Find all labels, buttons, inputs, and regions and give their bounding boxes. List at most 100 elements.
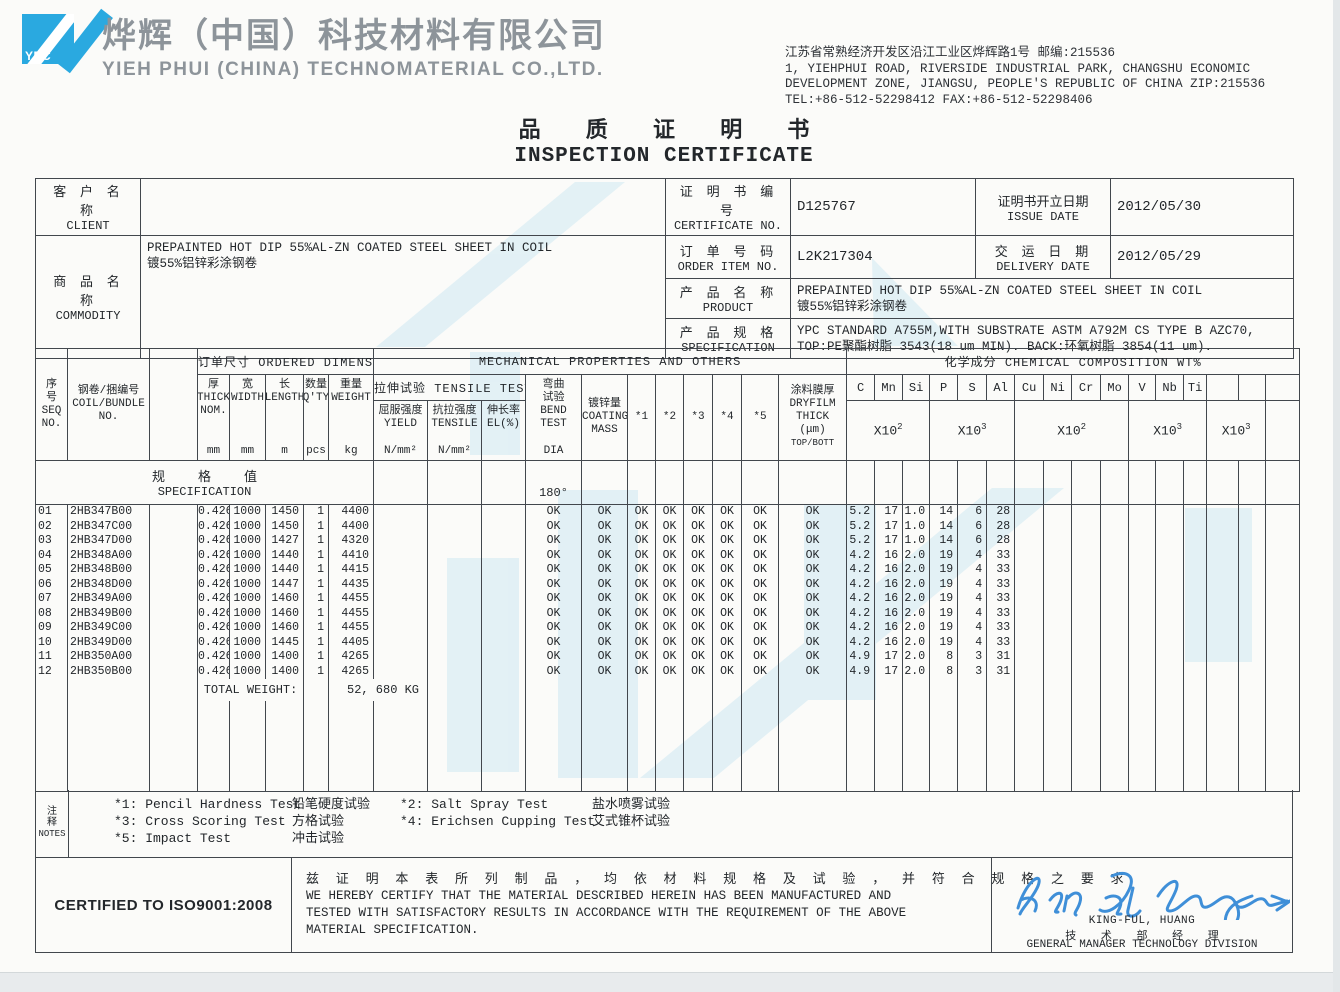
cell: 4: [957, 577, 988, 592]
empty-cell: [149, 548, 198, 563]
empty-cell: [1155, 650, 1185, 665]
cell: 4: [957, 606, 988, 621]
cell: OK: [777, 635, 848, 650]
empty-cell: [35, 701, 68, 791]
cell: OK: [777, 534, 848, 549]
certify-statement-en-2: TESTED WITH SATISFACTORY RESULTS IN ACCO…: [306, 906, 907, 920]
cell: 1.0: [902, 534, 931, 549]
cell: OK: [525, 563, 582, 578]
cell: 1000: [229, 592, 266, 607]
empty-cell: [1100, 664, 1130, 679]
cell: 1: [303, 519, 329, 534]
empty-cell: [373, 519, 428, 534]
empty-cell: [1265, 650, 1301, 665]
cell: 16: [874, 606, 904, 621]
cell: OK: [712, 504, 742, 520]
empty-cell: [1183, 621, 1208, 636]
empty-cell: [1100, 635, 1130, 650]
cell: 2HB347C00: [67, 519, 150, 534]
cell: OK: [712, 563, 742, 578]
empty-cell: [149, 504, 198, 520]
cell: 4415: [328, 563, 374, 578]
empty-cell: [1206, 577, 1240, 592]
cell: OK: [525, 635, 582, 650]
cell: 1400: [265, 650, 304, 665]
x10-group-5: X103: [1206, 400, 1267, 461]
empty-cell: [902, 701, 931, 791]
cell: OK: [581, 635, 628, 650]
cell: OK: [627, 592, 656, 607]
empty-cell: [149, 577, 198, 592]
cell: 1000: [229, 650, 266, 665]
cell: 6: [957, 519, 988, 534]
empty-cell: [373, 621, 428, 636]
star1-header: *1: [627, 374, 656, 461]
element-header-cr: Cr: [1071, 374, 1102, 401]
coil-rows: 01 2HB347B00 0.426 1000 1450 1 4400 OK OK OK OK OK O…: [35, 504, 1301, 679]
empty-cell: [149, 621, 198, 636]
total-weight-label: TOTAL WEIGHT:: [197, 679, 304, 701]
seq-no-header: 序 号 SEQ NO.: [35, 348, 68, 461]
cell: OK: [525, 592, 582, 607]
product-value: PREPAINTED HOT DIP 55%AL-ZN COATED STEEL…: [790, 278, 1294, 319]
cell: 1000: [229, 664, 266, 679]
empty-cell: [427, 504, 482, 520]
empty-cell: [1071, 548, 1102, 563]
cell: 2.0: [902, 563, 931, 578]
cell: OK: [655, 519, 684, 534]
note-4-cn: 艾式锥杯试验: [592, 814, 671, 829]
coating-mass-header: 镀锌量 COATING MASS: [581, 374, 628, 461]
empty-cell: [1155, 548, 1185, 563]
empty-cell: [741, 701, 779, 791]
empty-cell: [1043, 519, 1073, 534]
cell: 4: [957, 548, 988, 563]
cell: 0.426: [197, 563, 230, 578]
commodity-label: 商 品 名 称 COMMODITY: [35, 235, 141, 359]
cell: OK: [627, 664, 656, 679]
empty-cell: [1265, 621, 1301, 636]
cell: 19: [929, 577, 959, 592]
cell: OK: [627, 650, 656, 665]
cell: 33: [986, 577, 1016, 592]
empty-cell: [1238, 592, 1267, 607]
cell: OK: [777, 621, 848, 636]
cell: 0.426: [197, 621, 230, 636]
cell: OK: [712, 606, 742, 621]
element-header-blank1: [1206, 374, 1240, 401]
cell: OK: [741, 504, 779, 520]
cell: 2HB348A00: [67, 548, 150, 563]
cell: OK: [712, 664, 742, 679]
cell: 4.2: [846, 621, 876, 636]
empty-cell: [1265, 548, 1301, 563]
empty-cell: [481, 592, 526, 607]
empty-cell: [1155, 592, 1185, 607]
cell: OK: [712, 621, 742, 636]
star3-header: *3: [683, 374, 713, 461]
cell: 1000: [229, 577, 266, 592]
signer-title-en: GENERAL MANAGER TECHNOLOGY DIVISION: [1026, 939, 1258, 951]
empty-cell: [149, 635, 198, 650]
cell: 14: [929, 504, 959, 520]
cell: OK: [525, 577, 582, 592]
empty-cell: [1128, 635, 1157, 650]
empty-cell: [1128, 504, 1157, 520]
cell: 17: [874, 664, 904, 679]
empty-cell: [1014, 635, 1045, 650]
cell: 1: [303, 606, 329, 621]
cell: 2HB348B00: [67, 563, 150, 578]
empty-cell: [777, 701, 848, 791]
empty-cell: [427, 548, 482, 563]
cell: 6: [957, 504, 988, 520]
thick-header: 厚 THICK NOM. mm: [197, 374, 230, 461]
empty-cell: [303, 701, 329, 791]
empty-cell: [149, 563, 198, 578]
cell: OK: [777, 606, 848, 621]
cell: OK: [627, 534, 656, 549]
total-weight-row: TOTAL WEIGHT: 52, 680 KG: [35, 679, 1300, 701]
cell: OK: [525, 548, 582, 563]
chemical-composition-header: 化学成分 CHEMICAL COMPOSITION WT%: [846, 348, 1301, 375]
empty-cell: [373, 592, 428, 607]
cell: OK: [712, 534, 742, 549]
cell: OK: [525, 606, 582, 621]
